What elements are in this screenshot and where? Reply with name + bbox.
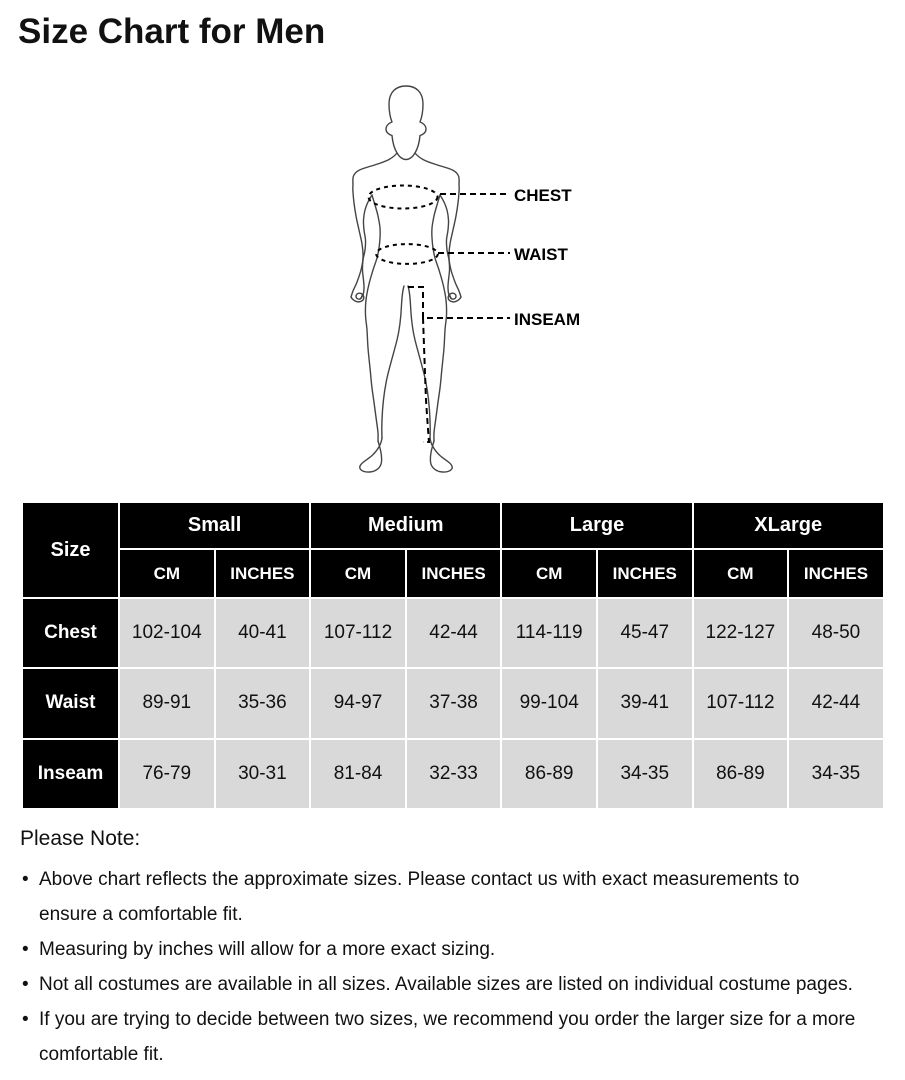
svg-text:WAIST: WAIST bbox=[514, 245, 568, 264]
svg-text:CHEST: CHEST bbox=[514, 186, 572, 205]
svg-text:INSEAM: INSEAM bbox=[514, 310, 580, 329]
